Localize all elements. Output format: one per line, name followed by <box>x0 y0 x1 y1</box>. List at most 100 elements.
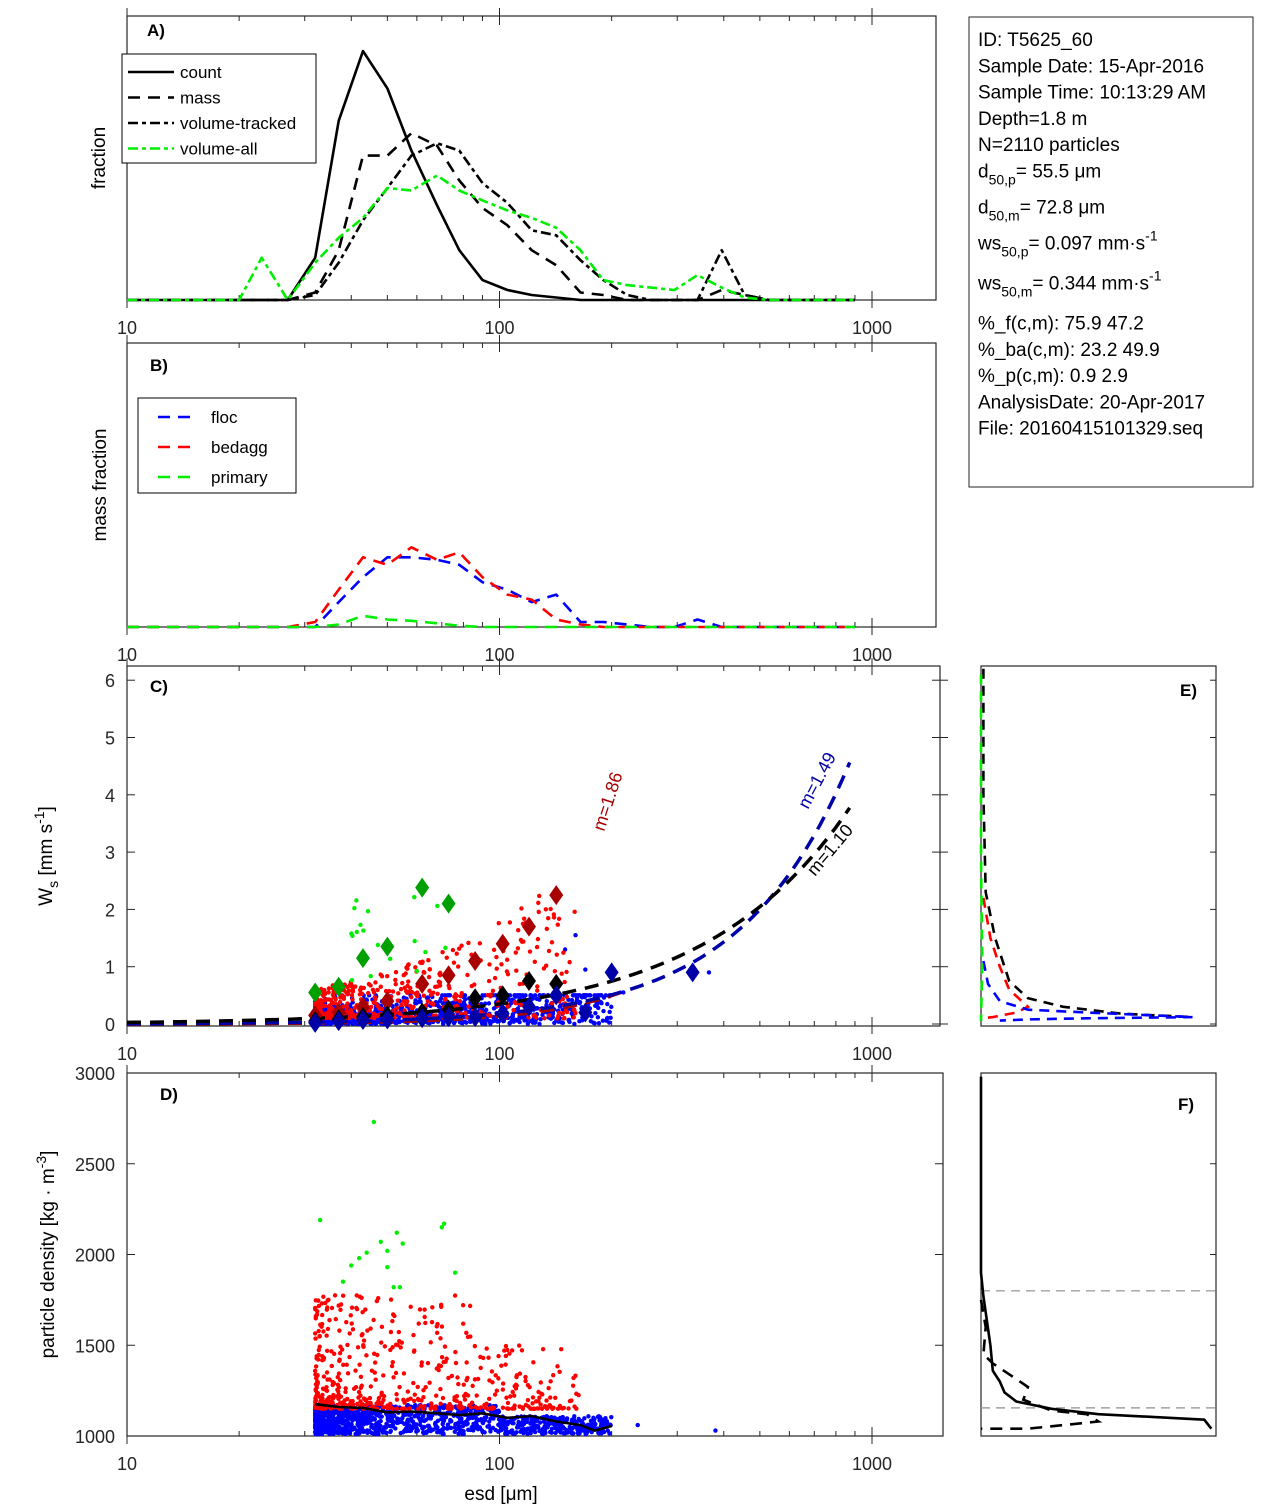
data-point <box>548 906 553 912</box>
y-label-rest: [mm s <box>36 824 57 881</box>
data-point <box>313 1419 318 1424</box>
data-point <box>381 1397 386 1403</box>
panel-a-size-distribution: 10 100 1000 fraction A) count mass volume-track… <box>89 8 937 338</box>
data-point <box>529 995 535 1000</box>
data-point <box>447 985 452 991</box>
data-point <box>472 1343 478 1349</box>
info-main: ws <box>977 234 1001 255</box>
data-point <box>544 1002 549 1008</box>
data-point <box>397 1338 402 1344</box>
data-point <box>534 996 540 1002</box>
data-point <box>348 1313 353 1318</box>
data-point <box>607 1431 612 1436</box>
data-point <box>462 1397 468 1402</box>
data-point <box>365 1409 370 1415</box>
data-point <box>430 1305 435 1310</box>
data-point <box>355 1431 360 1436</box>
data-point <box>519 1015 524 1020</box>
data-point <box>395 998 401 1003</box>
data-point <box>323 998 328 1003</box>
data-point <box>528 1425 534 1431</box>
data-point <box>469 983 474 989</box>
data-point <box>350 1012 356 1017</box>
data-point <box>609 1004 614 1010</box>
data-point <box>465 1393 471 1398</box>
data-point <box>455 1375 460 1380</box>
data-point <box>451 1020 457 1026</box>
scatter-floc <box>312 1402 718 1437</box>
data-point <box>576 1416 581 1422</box>
profile-line-all <box>982 668 1193 1019</box>
legend-label-volume-all: volume-all <box>180 140 257 159</box>
data-point <box>559 971 564 976</box>
data-point <box>450 947 456 953</box>
data-point <box>490 1380 495 1385</box>
data-point <box>334 1424 339 1429</box>
data-point <box>438 1363 444 1369</box>
data-point <box>397 1284 403 1290</box>
diamond-marker <box>441 1007 456 1028</box>
data-point <box>323 1300 328 1306</box>
data-point <box>402 1008 407 1013</box>
data-point <box>438 1336 443 1341</box>
data-point <box>373 996 378 1002</box>
data-point <box>371 990 377 995</box>
axes-frame-E <box>980 665 1217 1027</box>
data-point <box>353 984 358 989</box>
data-point <box>326 1395 332 1400</box>
data-point <box>471 1428 476 1433</box>
data-point <box>562 979 567 985</box>
data-point <box>560 997 565 1002</box>
data-point <box>428 992 434 998</box>
data-point <box>555 1016 560 1021</box>
y-tick-label: 1000 <box>75 1427 115 1447</box>
panel-label: C) <box>150 677 168 696</box>
data-point <box>516 1419 521 1425</box>
data-point <box>525 1021 531 1026</box>
data-point <box>596 1431 602 1436</box>
data-point <box>333 996 338 1002</box>
info-line: ID: T5625_60 <box>978 30 1093 51</box>
data-point <box>412 938 417 944</box>
data-point <box>439 1355 445 1360</box>
data-point <box>474 1393 479 1398</box>
data-point <box>452 1425 457 1430</box>
diamond-marker <box>331 1011 346 1032</box>
data-point <box>548 1379 553 1384</box>
data-point <box>404 965 409 970</box>
data-point <box>329 1363 334 1369</box>
data-point <box>493 1017 499 1022</box>
data-point <box>325 1326 331 1332</box>
data-point <box>532 959 538 965</box>
data-point <box>400 980 405 986</box>
data-point <box>332 1420 337 1426</box>
data-point <box>490 1415 495 1421</box>
data-point <box>545 916 551 921</box>
data-point <box>331 1381 337 1386</box>
data-point <box>411 1332 416 1338</box>
y-tick-label: 2500 <box>75 1155 115 1175</box>
data-point <box>327 1377 332 1382</box>
data-point <box>378 1239 383 1244</box>
data-point <box>429 1405 434 1411</box>
diamond-marker <box>521 971 536 992</box>
data-point <box>532 1429 538 1435</box>
data-point <box>523 1374 528 1380</box>
diamond-marker <box>380 1009 395 1030</box>
data-point <box>376 1296 381 1301</box>
data-point <box>577 1431 582 1436</box>
data-point <box>462 1001 467 1007</box>
data-point <box>425 995 430 1001</box>
data-point <box>371 1317 376 1323</box>
data-point <box>333 1316 338 1322</box>
data-point <box>401 999 406 1004</box>
data-point <box>545 1425 550 1430</box>
data-point <box>345 1001 350 1006</box>
sample-info-box: ID: T5625_60 Sample Date: 15-Apr-2016 Samp… <box>968 16 1254 488</box>
x-axis-label: esd [μm] <box>464 1484 537 1505</box>
data-point <box>414 968 419 974</box>
data-point <box>389 1363 395 1369</box>
data-point <box>605 1001 610 1007</box>
data-point <box>395 1416 400 1421</box>
